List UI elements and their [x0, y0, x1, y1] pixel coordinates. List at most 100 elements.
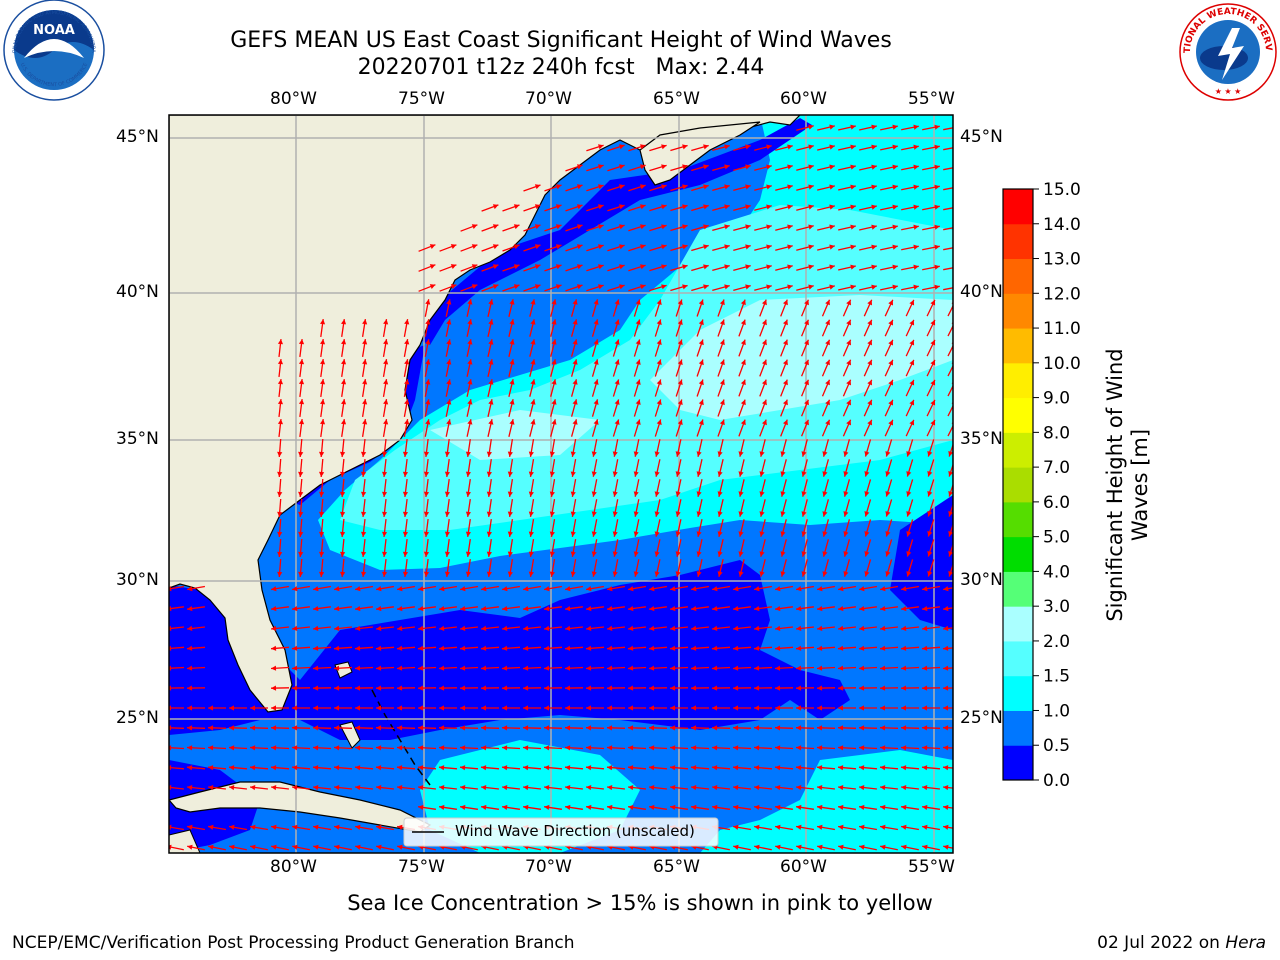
- wind-arrow-head: [759, 531, 765, 537]
- wind-arrow-head: [570, 451, 576, 457]
- wind-arrow-head: [867, 359, 872, 366]
- wind-arrow-head: [565, 625, 571, 631]
- wind-arrow-head: [930, 359, 936, 366]
- wind-arrow-head: [901, 804, 907, 810]
- wind-arrow-head: [804, 299, 809, 306]
- wind-arrow-head: [754, 606, 760, 612]
- wind-arrow-head: [486, 531, 492, 537]
- wind-arrow-head: [208, 824, 214, 830]
- wind-arrow-head: [825, 399, 830, 406]
- wind-arrow-head: [675, 531, 681, 537]
- wind-arrow-head: [850, 224, 856, 230]
- svg-text:★ ★ ★: ★ ★ ★: [1215, 87, 1242, 96]
- wind-arrow-head: [783, 399, 788, 406]
- wind-arrow-head: [439, 645, 445, 651]
- wind-arrow-head: [593, 379, 599, 385]
- wind-arrow-head: [635, 339, 641, 345]
- wind-arrow-head: [565, 606, 571, 612]
- wind-arrow-head: [376, 785, 382, 791]
- wind-arrow-head: [572, 419, 578, 425]
- wind-arrow-head: [404, 399, 410, 405]
- wind-arrow-head: [467, 419, 473, 425]
- wind-arrow-head: [607, 725, 613, 731]
- wind-arrow-head: [745, 284, 751, 290]
- wind-arrow-head: [640, 224, 646, 230]
- wind-arrow-head: [846, 339, 851, 346]
- wind-arrow-head: [888, 339, 893, 346]
- wind-arrow-head: [880, 586, 886, 592]
- wind-arrow-head: [738, 531, 744, 537]
- wind-arrow-head: [570, 491, 576, 497]
- wind-arrow-head: [628, 685, 634, 691]
- wind-arrow-head: [423, 551, 430, 557]
- wind-arrow-head: [754, 844, 760, 850]
- wind-arrow-head: [740, 399, 746, 406]
- wind-arrow-head: [670, 606, 676, 612]
- wind-arrow-head: [444, 491, 450, 497]
- wind-arrow-head: [271, 765, 277, 771]
- wind-arrow-head: [759, 491, 765, 497]
- wind-arrow-shaft: [947, 404, 953, 417]
- wind-arrow-head: [850, 264, 856, 270]
- wind-arrow-head: [334, 685, 340, 691]
- wind-arrow-head: [418, 725, 424, 731]
- wind-arrow-head: [943, 685, 949, 691]
- wind-arrow-head: [825, 339, 830, 346]
- wind-arrow-head: [362, 339, 368, 345]
- wind-arrow-head: [208, 725, 214, 731]
- wind-arrow-head: [934, 284, 940, 290]
- wind-arrow-head: [334, 705, 339, 711]
- wind-arrow-head: [901, 665, 907, 671]
- wind-arrow-head: [534, 224, 541, 230]
- wind-arrow-head: [675, 451, 681, 457]
- wind-arrow-head: [817, 804, 823, 810]
- wind-arrow-head: [591, 471, 597, 477]
- wind-arrow-head: [598, 184, 604, 190]
- wind-arrow-head: [649, 586, 655, 592]
- wind-arrow-head: [640, 204, 646, 210]
- wind-arrow-head: [425, 299, 431, 305]
- wind-arrow-head: [670, 785, 676, 791]
- wind-arrow-head: [871, 124, 877, 130]
- wind-arrow-head: [313, 606, 319, 612]
- wind-arrow-head: [838, 586, 844, 592]
- wind-arrow-head: [740, 339, 746, 346]
- wind-arrow-head: [551, 359, 557, 365]
- wind-arrow-head: [229, 844, 235, 850]
- wind-arrow-head: [492, 244, 499, 250]
- wind-arrow-head: [418, 645, 424, 651]
- wind-arrow-head: [682, 204, 688, 210]
- wind-arrow-head: [838, 844, 844, 850]
- wind-arrow-head: [502, 804, 508, 810]
- wind-arrow-head: [619, 184, 625, 190]
- wind-arrow-head: [444, 511, 450, 517]
- wind-arrow-shaft: [943, 287, 953, 291]
- wind-arrow-head: [859, 606, 865, 612]
- wind-arrow-head: [250, 745, 256, 751]
- wind-arrow-head: [528, 471, 534, 477]
- wind-arrow-head: [250, 765, 256, 771]
- wind-arrow-head: [775, 844, 781, 850]
- wind-arrow-head: [572, 319, 578, 325]
- wind-arrow-head: [796, 785, 802, 791]
- wind-arrow-head: [948, 451, 953, 457]
- wind-arrow-head: [397, 705, 402, 711]
- wind-arrow-head: [922, 685, 928, 691]
- wind-arrow-head: [885, 531, 891, 537]
- wind-arrow-head: [376, 725, 382, 731]
- wind-arrow-head: [719, 419, 725, 426]
- wind-arrow-head: [577, 244, 583, 250]
- wind-arrow-head: [250, 725, 256, 731]
- wind-arrow-head: [446, 359, 452, 365]
- wind-arrow-head: [859, 705, 864, 711]
- land-bahamas-1: [334, 661, 353, 679]
- wind-arrow-head: [612, 471, 618, 477]
- wind-arrow-head: [762, 319, 767, 326]
- wind-arrow-head: [838, 765, 844, 771]
- wind-arrow-head: [418, 625, 424, 631]
- wind-arrow-head: [698, 319, 704, 326]
- lon-label-bottom-75w: 75°W: [398, 857, 445, 877]
- wind-arrow-head: [766, 224, 772, 230]
- wind-arrow-head: [376, 685, 382, 691]
- lon-label-top-80w: 80°W: [270, 89, 317, 109]
